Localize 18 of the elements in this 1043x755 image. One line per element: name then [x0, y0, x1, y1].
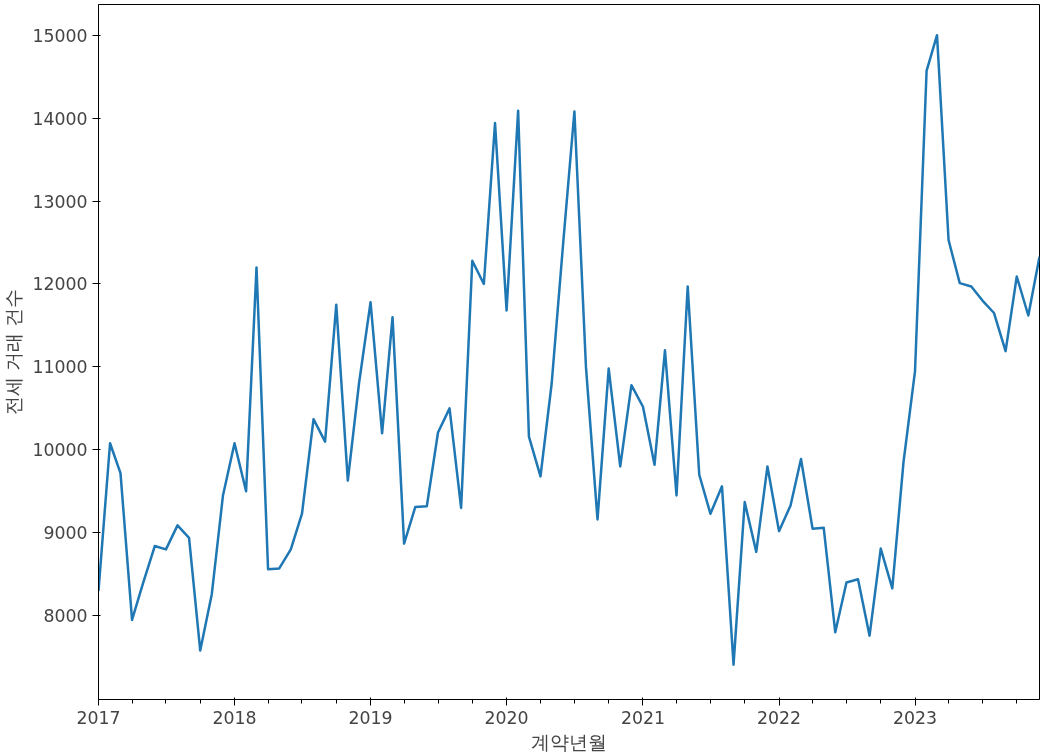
y-tick-label: 10000	[32, 440, 88, 461]
x-tick-label: 2021	[620, 707, 666, 728]
y-tick-label: 11000	[32, 357, 88, 378]
x-tick-label: 2017	[76, 707, 121, 728]
y-tick-label: 14000	[32, 108, 88, 129]
x-tick-label: 2022	[756, 707, 802, 728]
y-tick-label: 13000	[32, 191, 88, 212]
x-tick-label: 2019	[348, 707, 393, 728]
y-tick-label: 8000	[43, 606, 88, 627]
y-tick-label: 15000	[32, 25, 88, 46]
line-series	[98, 33, 1040, 666]
x-tick-label: 2023	[892, 707, 938, 728]
y-tick-label: 12000	[32, 274, 88, 295]
x-tick-label: 2020	[484, 707, 529, 728]
y-axis-title: 전세 거래 건수	[3, 289, 25, 415]
x-tick-label: 2018	[212, 707, 257, 728]
y-tick-label: 9000	[43, 523, 88, 544]
x-axis-title: 계약년월	[531, 731, 607, 753]
